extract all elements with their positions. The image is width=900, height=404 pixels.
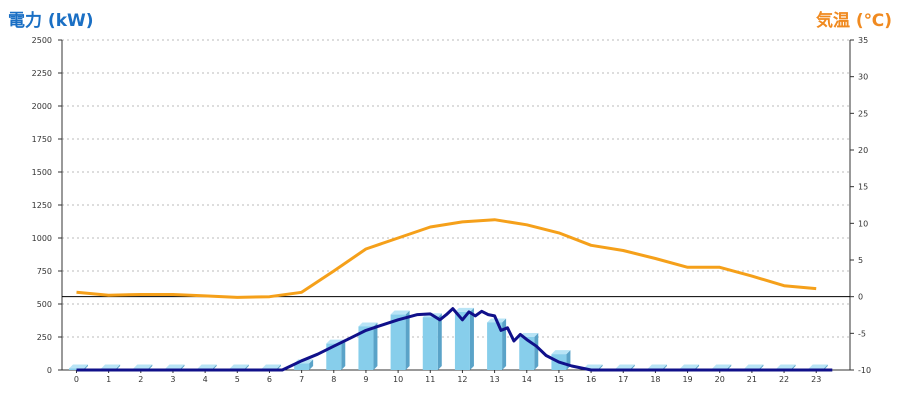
bar-top: [165, 364, 185, 369]
bar-side: [502, 318, 507, 370]
y-right-tick-label: 15: [858, 183, 868, 192]
y-left-tick-label: 1250: [32, 201, 52, 210]
y-left-tick-label: 0: [47, 366, 52, 375]
x-tick-label: 5: [235, 375, 240, 384]
y-right-tick-label: 35: [858, 36, 868, 45]
bar: [390, 314, 406, 370]
y-right-tick-label: 10: [858, 219, 868, 228]
left-axis-title: 電力 (kW): [8, 11, 94, 31]
bar-top: [68, 364, 88, 369]
bar: [68, 368, 84, 370]
y-left-tick-label: 1000: [32, 234, 52, 243]
bar: [294, 363, 310, 370]
bar-top: [390, 310, 410, 315]
x-tick-label: 21: [747, 375, 757, 384]
bar: [326, 343, 342, 370]
bar-side: [437, 313, 442, 370]
y-right-tick-label: 30: [858, 73, 868, 82]
bar-top: [583, 364, 603, 369]
y-right-tick-label: 20: [858, 146, 868, 155]
x-tick-label: 15: [554, 375, 564, 384]
bar-top: [197, 364, 217, 369]
bar-top: [776, 364, 796, 369]
y-right-tick-label: 5: [858, 256, 863, 265]
y-right-tick-label: 25: [858, 109, 868, 118]
x-tick-label: 3: [170, 375, 175, 384]
bar-top: [261, 364, 281, 369]
x-tick-label: 23: [811, 375, 821, 384]
x-tick-label: 8: [331, 375, 336, 384]
bar-top: [551, 350, 571, 355]
y-left-tick-label: 2500: [32, 36, 52, 45]
temperature-line: [76, 218, 817, 299]
bar-side: [309, 359, 314, 370]
x-tick-label: 22: [779, 375, 789, 384]
y-left-tick-label: 2250: [32, 69, 52, 78]
x-tick-label: 4: [203, 375, 208, 384]
bar-side: [469, 307, 474, 370]
x-tick-label: 11: [425, 375, 435, 384]
x-tick-label: 1: [106, 375, 111, 384]
bar-top: [808, 364, 828, 369]
bar: [422, 317, 438, 370]
bar-top: [744, 364, 764, 369]
bar-top: [229, 364, 249, 369]
y-left-tick-label: 1500: [32, 168, 52, 177]
x-tick-label: 14: [522, 375, 532, 384]
x-tick-label: 0: [74, 375, 79, 384]
x-tick-label: 18: [650, 375, 660, 384]
y-left-tick-label: 750: [37, 267, 52, 276]
y-left-tick-label: 250: [37, 333, 52, 342]
y-right-tick-label: -5: [858, 329, 866, 338]
bar-top: [647, 364, 667, 369]
x-tick-label: 12: [457, 375, 467, 384]
bar-top: [680, 364, 700, 369]
bar-top: [712, 364, 732, 369]
x-tick-label: 13: [490, 375, 500, 384]
bar-top: [133, 364, 153, 369]
bar: [358, 326, 374, 370]
bar-top: [358, 322, 378, 327]
x-tick-label: 19: [682, 375, 692, 384]
x-tick-label: 17: [618, 375, 628, 384]
x-tick-label: 16: [586, 375, 596, 384]
x-tick-label: 20: [715, 375, 725, 384]
y-right-tick-label: 0: [858, 293, 863, 302]
bar: [454, 311, 470, 370]
y-left-tick-label: 2000: [32, 102, 52, 111]
x-tick-label: 6: [267, 375, 272, 384]
right-axis-title: 気温 (℃): [815, 11, 892, 31]
x-tick-label: 2: [138, 375, 143, 384]
bar-side: [341, 339, 346, 370]
bar-side: [405, 310, 410, 370]
x-tick-label: 9: [363, 375, 368, 384]
bar-top: [101, 364, 121, 369]
x-tick-label: 10: [393, 375, 403, 384]
bar-side: [373, 322, 378, 370]
power-line: [76, 307, 833, 372]
y-left-tick-label: 1750: [32, 135, 52, 144]
bar-top: [615, 364, 635, 369]
x-tick-label: 7: [299, 375, 304, 384]
y-left-tick-label: 500: [37, 300, 52, 309]
bar: [519, 337, 535, 370]
y-right-tick-label: -10: [858, 366, 871, 375]
bar: [487, 322, 503, 370]
bar-side: [534, 333, 539, 370]
